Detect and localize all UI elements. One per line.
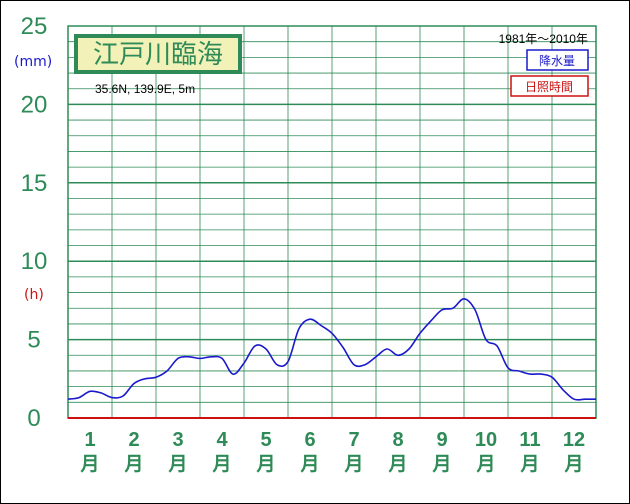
y-tick-label: 0 <box>27 405 40 432</box>
legend-precip-box <box>526 49 589 71</box>
period-label: 1981年〜2010年 <box>499 32 588 46</box>
x-tick-label: 3 <box>172 429 183 451</box>
x-tick-label: 7 <box>348 429 359 451</box>
x-tick-unit: 月 <box>167 453 187 475</box>
x-tick-unit: 月 <box>343 453 363 475</box>
x-tick-label: 12 <box>563 429 585 451</box>
x-tick-label: 1 <box>84 429 95 451</box>
x-tick-label: 11 <box>519 429 540 451</box>
x-tick-unit: 月 <box>211 453 231 475</box>
x-tick-label: 10 <box>475 429 497 451</box>
x-tick-unit: 月 <box>79 453 99 475</box>
x-tick-unit: 月 <box>123 453 143 475</box>
x-tick-label: 4 <box>216 429 228 451</box>
legend-sunshine-box <box>510 75 589 97</box>
y-axis-ticks: 0 5 10 15 20 25 <box>21 13 48 432</box>
x-tick-label: 9 <box>436 429 447 451</box>
x-tick-unit: 月 <box>387 453 407 475</box>
chart-title: 江戸川臨海 <box>93 40 223 70</box>
x-tick-unit: 月 <box>299 453 319 475</box>
grid <box>68 26 596 418</box>
x-tick-unit: 月 <box>563 453 583 475</box>
x-tick-label: 2 <box>128 429 139 451</box>
title-box-inner <box>78 38 238 70</box>
y-tick-label: 15 <box>21 170 48 197</box>
x-tick-unit: 月 <box>519 453 539 475</box>
y-tick-label: 10 <box>21 248 48 275</box>
y-unit-sunshine: (h) <box>24 287 44 303</box>
y-tick-label: 25 <box>21 13 48 40</box>
x-tick-label: 5 <box>260 429 271 451</box>
series-layer <box>67 298 596 420</box>
legend-sunshine-label: 日照時間 <box>525 80 573 94</box>
y-tick-label: 20 <box>21 91 48 118</box>
y-unit-precip: (mm) <box>14 54 52 70</box>
x-tick-label: 6 <box>304 429 315 451</box>
x-tick-label: 8 <box>392 429 403 451</box>
y-tick-label: 5 <box>27 327 40 354</box>
x-tick-unit: 月 <box>431 453 451 475</box>
station-coordinates: 35.6N, 139.9E, 5m <box>95 82 195 96</box>
x-tick-unit: 月 <box>475 453 495 475</box>
x-tick-unit: 月 <box>255 453 275 475</box>
legend-precip-label: 降水量 <box>539 54 575 68</box>
series-line-precipitation <box>67 298 596 401</box>
